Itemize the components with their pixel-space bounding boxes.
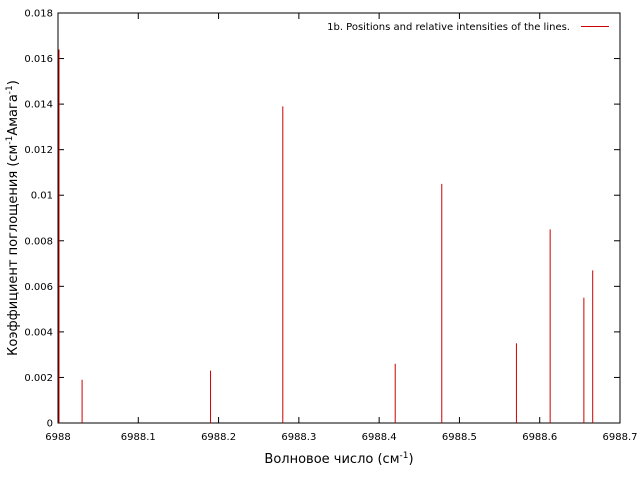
y-tick-label: 0.01	[31, 191, 53, 202]
spectral-lines	[58, 49, 594, 423]
x-axis-label: Волновое число (см-1)	[264, 451, 413, 467]
y-tick-label: 0.006	[24, 282, 53, 293]
y-tick-label: 0	[47, 419, 53, 430]
x-tick-label: 6988.2	[201, 432, 236, 443]
y-tick-label: 0.008	[24, 236, 53, 247]
x-axis-ticks: 6988 6988.1 6988.2 6988.3 6988.4 6988.5 6988.6…	[45, 13, 638, 443]
x-tick-label: 6988.3	[281, 432, 316, 443]
x-tick-label: 6988	[45, 432, 70, 443]
x-tick-label: 6988.7	[603, 432, 638, 443]
y-tick-label: 0.004	[24, 327, 53, 338]
y-tick-label: 0.016	[24, 54, 53, 65]
x-tick-label: 6988.6	[522, 432, 557, 443]
legend: 1b. Positions and relative intensities o…	[327, 22, 609, 33]
x-tick-label: 6988.4	[362, 432, 397, 443]
y-tick-label: 0.012	[24, 145, 53, 156]
plot-frame	[57, 12, 621, 424]
legend-entry-label: 1b. Positions and relative intensities o…	[327, 22, 570, 33]
y-tick-label: 0.002	[24, 373, 53, 384]
y-axis-label: Коэффициент поглощения (см-1Амага-1)	[5, 80, 21, 356]
x-tick-label: 6988.1	[121, 432, 156, 443]
x-tick-label: 6988.5	[442, 432, 477, 443]
y-axis-ticks: 0 0.002 0.004 0.006 0.008 0.01 0.012 0.014 0.016…	[24, 9, 620, 430]
y-tick-label: 0.018	[24, 9, 53, 20]
y-tick-label: 0.014	[24, 100, 53, 111]
